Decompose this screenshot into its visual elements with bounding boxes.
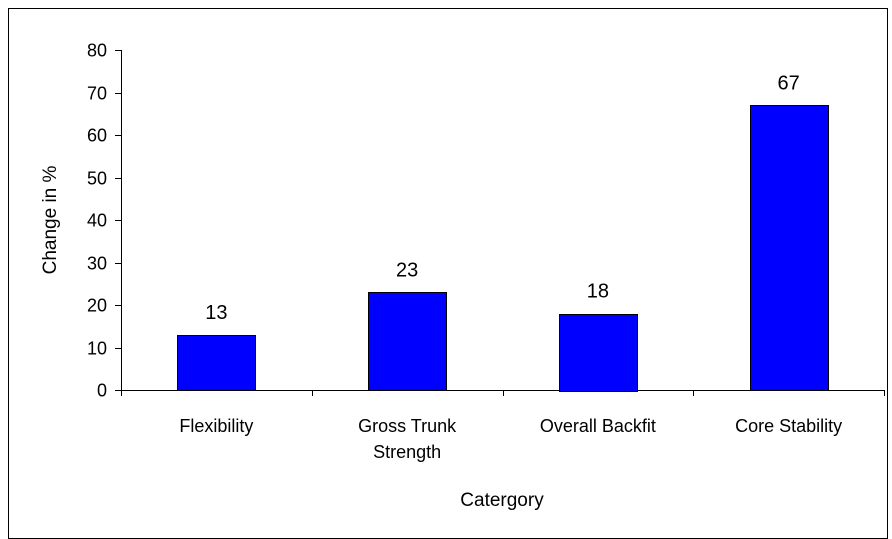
data-label: 18 (587, 281, 609, 303)
y-axis: 0 10 20 30 40 50 60 70 80 (87, 41, 122, 401)
data-labels-group: 13 23 18 67 (205, 72, 800, 324)
category-label: Overall Backfit (540, 416, 656, 436)
y-tick-label: 30 (87, 254, 107, 274)
y-tick-label: 40 (87, 211, 107, 231)
y-axis-title: Change in % (40, 165, 61, 274)
data-label: 13 (205, 302, 227, 324)
bar (368, 292, 447, 391)
chart-frame (8, 8, 888, 539)
y-tick-label: 10 (87, 339, 107, 359)
y-tick-label: 0 (97, 381, 107, 401)
y-tick-label: 60 (87, 126, 107, 146)
category-label: Gross Trunk Strength (358, 416, 457, 462)
data-label: 67 (778, 72, 800, 94)
y-tick-label: 80 (87, 41, 107, 61)
bar (750, 105, 829, 391)
bars-group (177, 105, 829, 392)
bar (177, 335, 256, 391)
data-label: 23 (396, 259, 418, 281)
y-tick-label: 70 (87, 84, 107, 104)
category-label: Flexibility (179, 416, 253, 436)
bar (559, 314, 638, 392)
category-labels-group: Flexibility Gross Trunk Strength Overall Ba… (179, 416, 842, 462)
category-label: Core Stability (735, 416, 842, 436)
x-axis-title: Catergory (460, 490, 544, 511)
y-tick-label: 50 (87, 169, 107, 189)
y-tick-label: 20 (87, 296, 107, 316)
